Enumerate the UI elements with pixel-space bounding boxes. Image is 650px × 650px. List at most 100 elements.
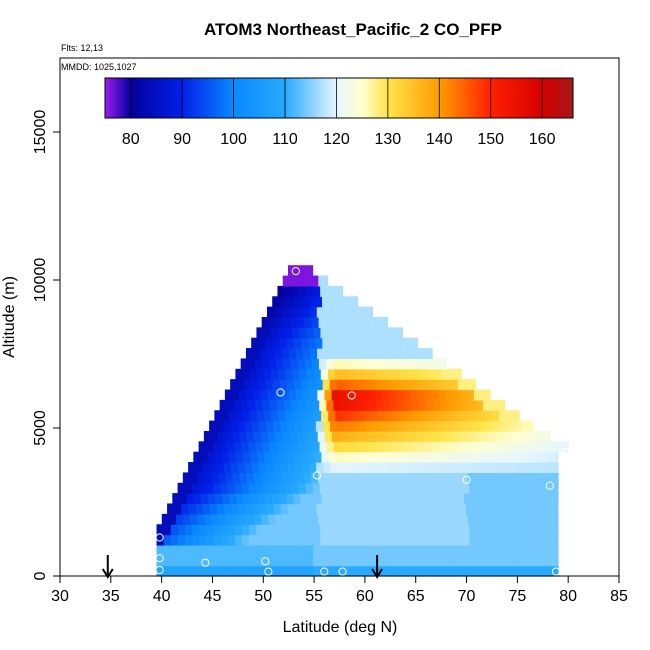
heatmap-cell	[547, 524, 556, 536]
heatmap-cell	[477, 410, 486, 422]
heatmap-cell	[313, 368, 322, 380]
heatmap-cell	[322, 337, 331, 349]
heatmap-cell	[325, 275, 329, 287]
heatmap-cell	[204, 513, 213, 525]
heatmap-cell	[445, 389, 454, 401]
heatmap-cell	[380, 503, 389, 515]
heatmap-cell	[474, 513, 483, 525]
heatmap-cell	[448, 368, 457, 380]
heatmap-cell	[426, 555, 435, 567]
heatmap-cell	[328, 410, 336, 422]
heatmap-cell	[313, 327, 322, 339]
heatmap-cell	[298, 534, 307, 546]
heatmap-cell	[189, 472, 198, 484]
arrow-marker-head	[101, 568, 114, 579]
heatmap-cell	[412, 482, 421, 494]
heatmap-cell	[322, 379, 331, 391]
heatmap-cell	[362, 534, 371, 546]
heatmap-cell	[288, 503, 296, 515]
heatmap-cell	[468, 399, 477, 411]
heatmap-cell	[289, 472, 298, 484]
colorbar: 80 90 100 110 120 130 140 150 160	[104, 77, 574, 148]
heatmap-cell	[419, 482, 428, 494]
heatmap-cell	[284, 555, 293, 567]
sample-point	[347, 391, 356, 400]
heatmap-cell	[286, 337, 295, 349]
heatmap-cell	[356, 327, 364, 339]
heatmap-cell	[476, 482, 485, 494]
heatmap-cell	[333, 358, 341, 370]
heatmap-cell	[476, 441, 484, 453]
heatmap-cell	[277, 534, 286, 546]
heatmap-cell	[355, 544, 364, 556]
heatmap-cell	[478, 493, 486, 505]
heatmap-cell	[305, 544, 314, 556]
heatmap-cell	[306, 327, 314, 339]
heatmap-cell	[249, 534, 257, 546]
heatmap-cell	[467, 430, 475, 442]
heatmap-cell	[370, 410, 379, 422]
heatmap-cell	[405, 524, 414, 536]
heatmap-cell	[241, 555, 250, 567]
heatmap-cell	[350, 296, 359, 308]
heatmap-cell	[242, 368, 251, 380]
x-tick-label: 50	[254, 588, 272, 605]
heatmap-cell	[304, 317, 313, 328]
heatmap-cell	[409, 348, 418, 360]
heatmap-cell	[301, 420, 310, 432]
heatmap-cell	[431, 389, 439, 401]
heatmap-cell	[270, 555, 279, 567]
heatmap-cell	[390, 441, 399, 453]
heatmap-cell	[476, 534, 485, 546]
heatmap-cell	[298, 285, 307, 297]
heatmap-cell	[239, 472, 248, 484]
heatmap-cell	[361, 513, 369, 525]
heatmap-cell	[264, 410, 272, 422]
heatmap-cell	[485, 493, 494, 505]
heatmap-cell	[412, 544, 421, 556]
heatmap-cell	[457, 379, 466, 391]
heatmap-cell	[515, 462, 524, 473]
heatmap-cell	[183, 513, 191, 525]
heatmap-cell	[384, 544, 392, 556]
heatmap-cell	[416, 389, 425, 401]
heatmap-cell	[499, 451, 507, 463]
heatmap-cell	[552, 472, 559, 484]
heatmap-cell	[192, 534, 200, 546]
heatmap-cell	[291, 555, 300, 567]
heatmap-cell	[505, 544, 513, 556]
heatmap-cell	[513, 493, 522, 505]
heatmap-cell	[195, 462, 203, 473]
heatmap-cell	[481, 513, 490, 525]
heatmap-cell	[409, 389, 418, 401]
heatmap-cell	[545, 472, 554, 484]
heatmap-cell	[340, 441, 349, 453]
heatmap-cell	[305, 285, 314, 297]
heatmap-cell	[293, 493, 301, 505]
heatmap-cell	[440, 441, 449, 453]
heatmap-cell	[369, 482, 378, 494]
heatmap-cell	[360, 472, 369, 484]
heatmap-cell	[350, 493, 358, 505]
heatmap-cell	[227, 524, 236, 536]
heatmap-cell	[262, 399, 271, 411]
heatmap-cell	[391, 565, 400, 577]
heatmap-cell	[296, 389, 304, 401]
heatmap-cell	[333, 441, 342, 453]
heatmap-cell	[303, 472, 312, 484]
heatmap-cell	[268, 317, 277, 328]
heatmap-cell	[235, 410, 244, 422]
heatmap-cell	[416, 348, 425, 360]
heatmap-cell	[206, 565, 215, 577]
heatmap-cell	[260, 389, 269, 401]
heatmap-cell	[190, 513, 198, 525]
heatmap-cell	[533, 555, 542, 567]
heatmap-cell	[400, 337, 409, 349]
heatmap-cell	[515, 420, 523, 432]
heatmap-cell	[177, 565, 186, 577]
heatmap-cell	[451, 420, 459, 432]
heatmap-cell	[312, 441, 321, 453]
heatmap-cell	[446, 472, 454, 484]
heatmap-cell	[216, 462, 225, 473]
heatmap-cell	[431, 472, 440, 484]
